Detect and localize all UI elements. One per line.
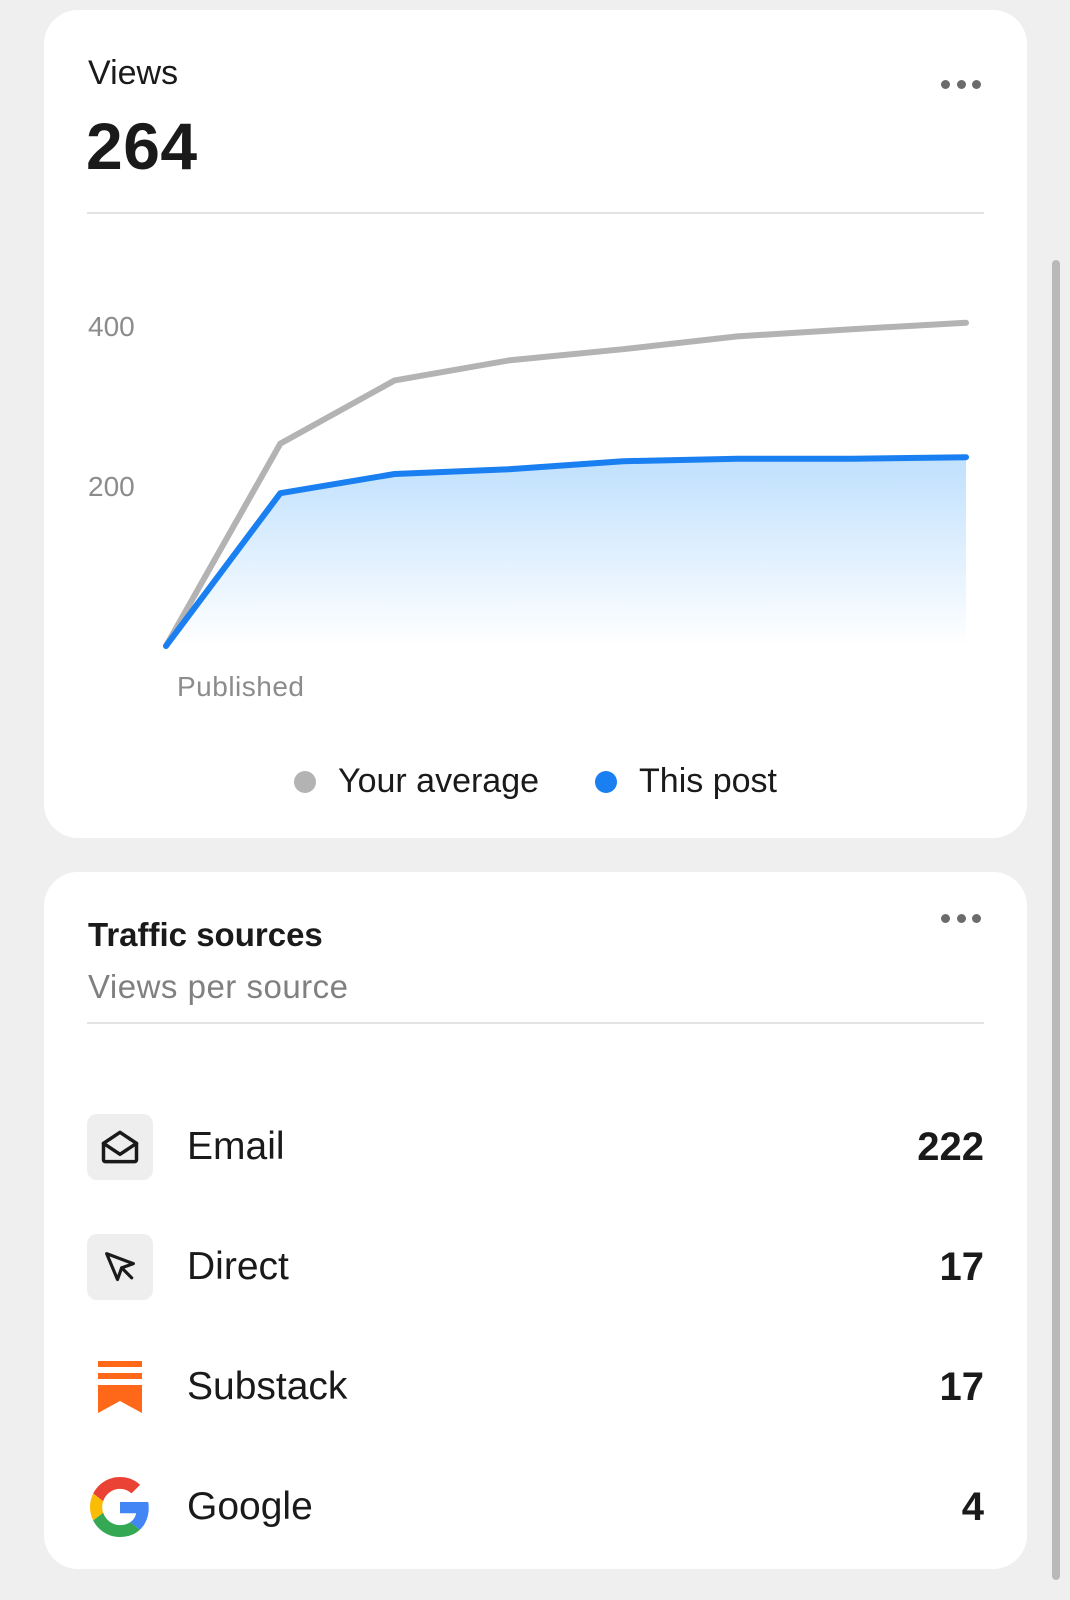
legend-your-average[interactable]: Your average xyxy=(294,762,539,801)
traffic-sources-card: Traffic sources Views per source Email 2… xyxy=(44,872,1027,1569)
views-label: Views xyxy=(88,54,179,92)
cursor-arrow-icon xyxy=(87,1234,153,1300)
source-count: 17 xyxy=(939,1364,985,1409)
more-horizontal-icon xyxy=(941,79,950,89)
this-post-area xyxy=(166,457,966,646)
this-post-line xyxy=(163,454,969,649)
traffic-sources-list: Email 222 Direct 17 Substack 17 xyxy=(87,1087,984,1567)
envelope-open-icon xyxy=(87,1114,153,1180)
source-row-direct[interactable]: Direct 17 xyxy=(87,1207,984,1327)
chart-legend: Your average This post xyxy=(44,762,1027,801)
views-card: Views 264 200 400 Published Your average … xyxy=(44,10,1027,838)
source-row-substack[interactable]: Substack 17 xyxy=(87,1327,984,1447)
source-name: Google xyxy=(187,1485,313,1528)
source-count: 4 xyxy=(961,1484,984,1529)
google-logo-icon xyxy=(87,1474,153,1540)
traffic-sources-subtitle: Views per source xyxy=(88,968,349,1005)
legend-label-your-average: Your average xyxy=(338,762,540,800)
y-tick-label-200: 200 xyxy=(88,471,135,502)
substack-logo-icon xyxy=(87,1354,153,1420)
x-axis-label-published: Published xyxy=(177,671,304,702)
views-chart: 200 400 Published xyxy=(88,311,969,702)
legend-dot-your-average xyxy=(294,770,317,793)
source-row-email[interactable]: Email 222 xyxy=(87,1087,984,1207)
legend-this-post[interactable]: This post xyxy=(595,762,777,801)
traffic-sources-title: Traffic sources xyxy=(88,916,323,953)
more-horizontal-icon xyxy=(941,913,950,923)
source-count: 222 xyxy=(917,1124,984,1169)
scrollbar[interactable] xyxy=(1052,260,1060,1580)
source-name: Email xyxy=(187,1125,285,1168)
traffic-divider xyxy=(87,1022,984,1024)
views-divider xyxy=(87,212,984,214)
legend-dot-this-post xyxy=(595,770,618,793)
source-count: 17 xyxy=(939,1244,985,1289)
your-average-line xyxy=(163,319,969,649)
source-row-google[interactable]: Google 4 xyxy=(87,1447,984,1567)
source-name: Direct xyxy=(187,1245,289,1288)
views-more-button[interactable] xyxy=(939,69,983,99)
legend-label-this-post: This post xyxy=(639,762,777,800)
y-tick-label-400: 400 xyxy=(88,311,135,342)
traffic-more-button[interactable] xyxy=(939,903,983,933)
views-total: 264 xyxy=(86,109,198,183)
source-name: Substack xyxy=(187,1365,348,1408)
